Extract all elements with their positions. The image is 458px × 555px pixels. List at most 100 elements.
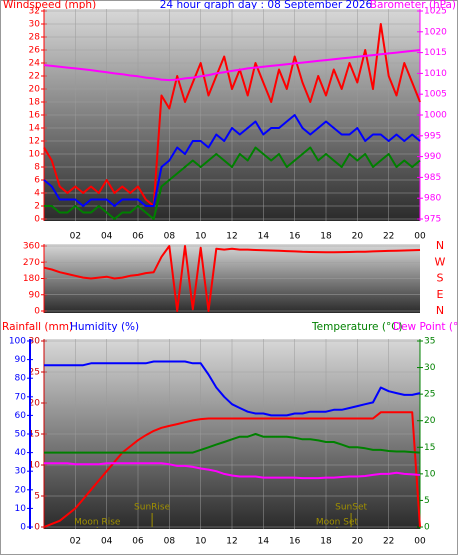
temperature-label: Temperature (°C) (311, 321, 403, 333)
annotation: SunSet (335, 503, 367, 513)
y-tick-label: 20 (29, 85, 41, 95)
y2-tick-label: 5 (424, 496, 430, 506)
direction-label: N (436, 304, 444, 317)
y-tick-label: 26 (29, 46, 41, 56)
chart-title: 24 hour graph day : 08 September 2026 (160, 0, 373, 11)
x-tick-label: 10 (195, 232, 207, 242)
x-tick-label: 16 (289, 537, 301, 547)
y-tick-label: 180 (23, 274, 40, 284)
y3-tick-label: 50 (15, 430, 27, 440)
x-tick-label: 20 (352, 537, 364, 547)
y-tick-label: 90 (29, 290, 41, 300)
y2-tick-label: 985 (424, 173, 441, 183)
y-tick-label: 20 (29, 399, 41, 409)
rain-label: Rainfall (mm) (2, 321, 73, 333)
x-tick-label: 16 (289, 232, 301, 242)
y-tick-label: 270 (23, 258, 40, 268)
y-tick-label: 14 (29, 124, 41, 134)
y-tick-label: 30 (29, 20, 41, 30)
direction-label: N (436, 239, 444, 252)
y2-tick-label: 1005 (424, 90, 447, 100)
x-tick-label: 02 (70, 232, 81, 242)
y-tick-label: 24 (29, 59, 41, 69)
annotation: Moon Rise (74, 518, 121, 528)
y3-tick-label: 90 (15, 355, 27, 365)
y-tick-label: 8 (34, 163, 40, 173)
y3-tick-label: 70 (15, 392, 27, 402)
y3-tick-label: 20 (15, 485, 27, 495)
x-tick-label: 12 (226, 232, 237, 242)
y2-tick-label: 25 (424, 390, 435, 400)
series-line (43, 245, 421, 312)
y-tick-label: 18 (29, 98, 41, 108)
y2-tick-label: 1010 (424, 69, 447, 79)
x-tick-label: 10 (195, 537, 207, 547)
x-tick-label: 12 (226, 537, 237, 547)
y3-tick-label: 10 (15, 504, 27, 514)
series-line (43, 411, 421, 528)
x-tick-label: 00 (414, 232, 426, 242)
direction-label: S (437, 272, 444, 285)
y-tick-label: 6 (34, 176, 40, 186)
y-tick-label: 360 (23, 242, 40, 252)
y-tick-label: 5 (34, 492, 40, 502)
y2-tick-label: 20 (424, 416, 436, 426)
series-line (43, 114, 421, 207)
x-tick-label: 08 (164, 537, 176, 547)
y-tick-label: 10 (29, 461, 41, 471)
x-tick-label: 06 (132, 232, 144, 242)
y-tick-label: 0 (34, 523, 40, 533)
y3-tick-label: 100 (9, 337, 26, 347)
x-tick-label: 02 (70, 537, 81, 547)
series-line (43, 23, 421, 207)
y-tick-label: 28 (29, 33, 41, 43)
y2-tick-label: 995 (424, 131, 441, 141)
series-line (44, 146, 421, 220)
y2-tick-label: 15 (424, 443, 435, 453)
direction-label: W (435, 255, 446, 268)
y-tick-label: 15 (29, 430, 40, 440)
x-tick-label: 14 (258, 537, 270, 547)
series-line (44, 433, 421, 454)
y3-tick-label: 40 (15, 448, 27, 458)
x-tick-label: 18 (320, 232, 332, 242)
y3-tick-label: 0 (20, 523, 26, 533)
y-tick-label: 25 (29, 368, 40, 378)
dewpoint-label: Dew Point (°C) (393, 321, 458, 333)
direction-label: E (437, 288, 444, 301)
annotation: SunRise (134, 503, 171, 513)
y2-tick-label: 30 (424, 363, 436, 373)
y-tick-label: 4 (34, 189, 40, 199)
humidity-label: Humidity (%) (70, 321, 139, 333)
y2-tick-label: 1025 (424, 7, 447, 17)
x-tick-label: 08 (164, 232, 176, 242)
y-tick-label: 0 (34, 307, 40, 317)
y2-tick-label: 1020 (424, 27, 447, 37)
x-tick-label: 20 (352, 232, 364, 242)
x-tick-label: 04 (101, 537, 113, 547)
y2-tick-label: 975 (424, 215, 441, 225)
y2-tick-label: 35 (424, 337, 435, 347)
x-tick-label: 22 (383, 232, 394, 242)
x-tick-label: 00 (414, 537, 426, 547)
y2-tick-label: 1000 (424, 111, 447, 121)
annotation: Moon Set (316, 518, 359, 528)
y-tick-label: 22 (29, 72, 40, 82)
x-tick-label: 04 (101, 232, 113, 242)
y3-tick-label: 30 (15, 467, 27, 477)
y-tick-label: 30 (29, 337, 41, 347)
y2-tick-label: 1015 (424, 48, 447, 58)
wind-axis-label: Windspeed (mph) (3, 0, 96, 11)
y-tick-label: 10 (29, 150, 41, 160)
y-tick-label: 12 (29, 137, 40, 147)
y2-tick-label: 10 (424, 469, 436, 479)
y2-tick-label: 990 (424, 152, 441, 162)
y2-tick-label: 980 (424, 194, 441, 204)
y-tick-label: 2 (34, 202, 40, 212)
x-tick-label: 18 (320, 537, 332, 547)
y-tick-label: 16 (29, 111, 41, 121)
y3-tick-label: 60 (15, 411, 27, 421)
series-line (44, 462, 421, 480)
x-tick-label: 22 (383, 537, 394, 547)
